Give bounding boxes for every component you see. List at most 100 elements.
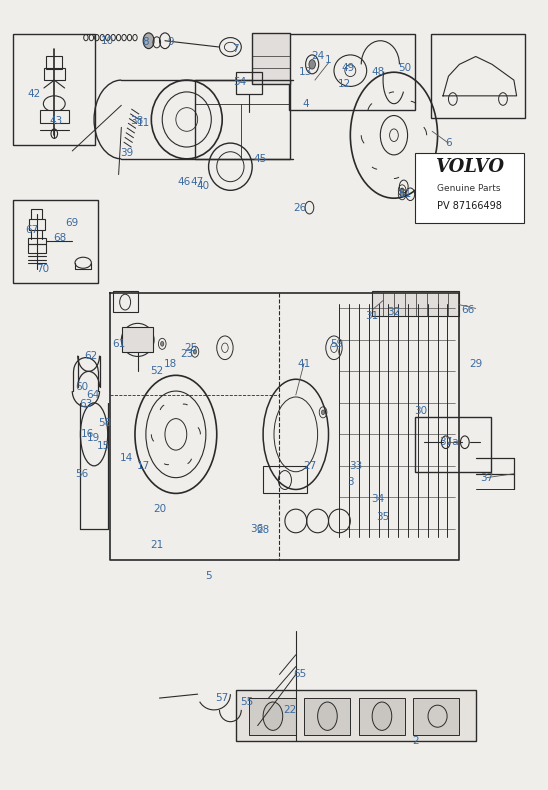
Text: 6: 6	[445, 138, 452, 148]
Text: PV 87166498: PV 87166498	[437, 201, 501, 211]
Circle shape	[143, 33, 154, 49]
Text: 59: 59	[330, 339, 344, 349]
Bar	[358, 698, 405, 735]
Text: 29: 29	[469, 359, 482, 368]
Bar	[28, 219, 45, 230]
Text: 4: 4	[302, 99, 309, 109]
Text: 24: 24	[311, 51, 324, 62]
Text: 20: 20	[153, 504, 166, 514]
Text: 64: 64	[87, 390, 100, 400]
Text: 58: 58	[98, 418, 112, 427]
Text: 68: 68	[54, 232, 67, 243]
Text: Genuine Parts: Genuine Parts	[437, 184, 501, 194]
Bar	[13, 200, 99, 283]
Text: 30: 30	[415, 406, 428, 416]
Text: 8: 8	[142, 37, 149, 47]
Text: 3: 3	[347, 476, 353, 487]
Text: 38: 38	[130, 116, 143, 126]
Text: 63: 63	[79, 400, 93, 409]
Bar	[31, 209, 42, 220]
Text: 41: 41	[298, 359, 311, 368]
Bar	[122, 327, 153, 352]
Text: 10: 10	[101, 36, 115, 46]
Circle shape	[401, 192, 404, 197]
Text: 26: 26	[294, 203, 307, 213]
Bar	[372, 291, 459, 316]
Bar	[46, 57, 62, 69]
Bar	[415, 152, 524, 224]
Text: 28: 28	[256, 525, 270, 536]
Circle shape	[309, 59, 316, 69]
Text: 32: 32	[387, 307, 401, 318]
Text: 9: 9	[167, 37, 174, 47]
Text: 5: 5	[206, 571, 212, 581]
Text: 7: 7	[232, 43, 239, 54]
Text: 39: 39	[120, 148, 133, 157]
Text: 34: 34	[371, 494, 384, 504]
Text: 37a: 37a	[438, 437, 458, 447]
Text: 65: 65	[294, 669, 307, 679]
Bar	[415, 417, 491, 472]
Text: 48: 48	[371, 67, 384, 77]
Bar	[13, 35, 95, 145]
Bar	[113, 291, 138, 312]
Bar	[289, 35, 415, 110]
Text: 15: 15	[97, 441, 111, 451]
Text: 43: 43	[49, 116, 62, 126]
Text: 52: 52	[150, 367, 163, 376]
Text: 37: 37	[480, 472, 493, 483]
Text: 21: 21	[150, 540, 163, 550]
Text: VOLVO: VOLVO	[435, 158, 504, 175]
Circle shape	[372, 702, 392, 731]
Text: 69: 69	[66, 218, 79, 228]
Text: 40: 40	[197, 182, 210, 191]
Text: 11: 11	[136, 118, 150, 129]
Bar	[27, 238, 46, 244]
Text: 31: 31	[366, 311, 379, 322]
Text: 18: 18	[164, 359, 177, 368]
Text: 13: 13	[299, 67, 312, 77]
Text: 53: 53	[431, 198, 444, 207]
Text: 70: 70	[36, 264, 49, 274]
Text: 67: 67	[25, 224, 38, 235]
Text: 61: 61	[112, 339, 125, 349]
Text: 2: 2	[413, 736, 419, 747]
Text: 22: 22	[284, 705, 297, 715]
Bar	[304, 698, 350, 735]
Text: 54: 54	[233, 77, 247, 87]
Text: 19: 19	[87, 433, 100, 443]
Text: 66: 66	[461, 305, 474, 315]
Text: 55: 55	[240, 697, 253, 707]
Bar	[44, 68, 65, 80]
Text: 27: 27	[303, 461, 316, 471]
Text: 56: 56	[76, 468, 89, 479]
Text: 51: 51	[398, 190, 412, 199]
Text: 60: 60	[76, 382, 89, 392]
Text: 1: 1	[325, 55, 332, 66]
Bar	[413, 698, 459, 735]
Bar	[263, 466, 307, 494]
Bar	[27, 244, 46, 254]
Text: 16: 16	[81, 429, 94, 439]
Text: 12: 12	[338, 79, 351, 89]
Circle shape	[322, 410, 325, 415]
Circle shape	[263, 702, 283, 731]
Bar	[236, 72, 262, 94]
Circle shape	[161, 341, 164, 346]
Bar	[252, 33, 290, 84]
Text: 57: 57	[215, 693, 229, 703]
Circle shape	[401, 188, 404, 193]
Bar	[195, 80, 290, 159]
Text: 23: 23	[180, 349, 193, 359]
Text: 33: 33	[349, 461, 362, 471]
Bar	[249, 698, 296, 735]
Text: 36: 36	[250, 524, 263, 534]
Text: 17: 17	[136, 461, 150, 471]
Text: 62: 62	[85, 351, 98, 361]
Circle shape	[318, 702, 337, 731]
Bar	[431, 35, 525, 118]
Text: 45: 45	[254, 154, 267, 164]
Text: 35: 35	[376, 512, 390, 522]
Text: 14: 14	[120, 453, 133, 463]
Circle shape	[193, 349, 197, 354]
